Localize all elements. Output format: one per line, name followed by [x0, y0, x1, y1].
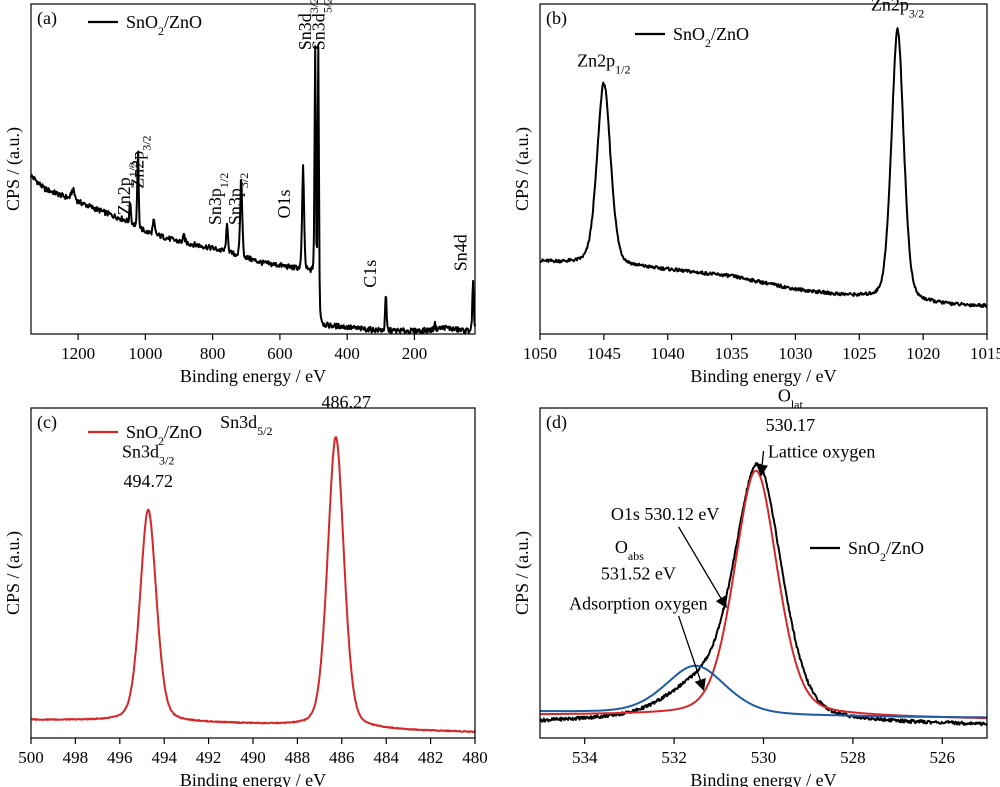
panel-label: (d)	[546, 412, 567, 433]
legend-label: SnO2/ZnO	[126, 422, 202, 448]
peak-label: Sn4d	[451, 234, 471, 271]
peak-label: Zn2p1/2	[114, 162, 140, 215]
peak-label: O1s 530.12 eV	[611, 504, 720, 524]
x-tick-label: 490	[240, 748, 266, 767]
x-tick-label: 500	[18, 748, 44, 767]
peak-label: Zn2p1/2	[577, 51, 630, 77]
adsorption-oxygen-arrow	[677, 615, 706, 691]
peak-label: 494.72	[123, 471, 173, 491]
x-tick-label: 482	[418, 748, 444, 767]
peak-label: Oabs	[615, 537, 644, 563]
x-tick-label: 484	[373, 748, 399, 767]
x-axis-title: Binding energy / eV	[180, 366, 326, 386]
series-line-3	[539, 664, 988, 719]
x-tick-label: 1045	[587, 344, 621, 363]
x-tick-label: 1020	[906, 344, 940, 363]
x-tick-label: 1030	[778, 344, 812, 363]
x-axis-title: Binding energy / eV	[180, 770, 326, 787]
x-tick-label: 534	[572, 748, 598, 767]
peak-label: Sn3d3/2	[122, 442, 174, 468]
x-tick-label: 496	[107, 748, 133, 767]
lattice-oxygen-arrow	[756, 450, 768, 477]
peak-label: Zn2p3/2	[128, 135, 154, 188]
y-axis-title: CPS / (a.u.)	[512, 127, 533, 211]
o1s-arrow	[678, 526, 727, 609]
x-axis-title: Binding energy / eV	[690, 366, 836, 386]
x-tick-label: 486	[329, 748, 355, 767]
peak-label: Sn3p3/2	[225, 173, 251, 225]
peak-label: Adsorption oxygen	[569, 593, 708, 613]
legend-label: SnO2/ZnO	[126, 12, 202, 38]
x-tick-label: 1035	[715, 344, 749, 363]
x-tick-label: 1200	[61, 344, 95, 363]
peak-label: Sn3d5/2	[309, 0, 335, 50]
peak-label: Lattice oxygen	[768, 442, 875, 462]
x-tick-label: 528	[840, 748, 866, 767]
peak-label: O1s	[274, 189, 294, 218]
x-tick-label: 526	[930, 748, 956, 767]
peak-label: C1s	[360, 260, 380, 288]
panel-1: 1200 1000 800 600 400 200 Binding energy / eV C…	[3, 0, 476, 386]
x-tick-label: 480	[462, 748, 488, 767]
plot-frame	[539, 3, 988, 335]
plot-frame	[30, 407, 476, 739]
peak-label: Sn3p1/2	[205, 173, 231, 225]
x-tick-label: 600	[267, 344, 293, 363]
series-line-1	[30, 436, 476, 734]
x-tick-label: 1000	[128, 344, 162, 363]
arrows	[677, 450, 768, 691]
peak-label: 486.27	[321, 392, 371, 412]
x-axis-title: Binding energy / eV	[690, 770, 836, 787]
panel-3: 500 498 496 494 492 490 488 486 484 482 480 Binding…	[3, 392, 488, 787]
panel-label: (b)	[546, 8, 567, 29]
peak-label: Sn3d3/2	[295, 0, 321, 50]
x-tick-label: 1050	[523, 344, 557, 363]
x-tick-label: 488	[285, 748, 311, 767]
x-tick-label: 1025	[842, 344, 876, 363]
x-tick-label: 492	[196, 748, 222, 767]
x-tick-label: 498	[63, 748, 89, 767]
y-axis-title: CPS / (a.u.)	[3, 127, 24, 211]
x-tick-label: 494	[151, 748, 177, 767]
peak-label: Sn3d5/2	[220, 412, 272, 438]
x-tick-label: 800	[200, 344, 226, 363]
peak-label: 530.17	[766, 415, 816, 435]
panel-label: (a)	[37, 8, 57, 29]
x-tick-label: 200	[402, 344, 428, 363]
x-tick-label: 532	[661, 748, 687, 767]
panel-4: 534 532 530 528 526 Binding energy / eV CPS / …	[512, 385, 988, 787]
legend-label: SnO2/ZnO	[673, 24, 749, 50]
y-axis-title: CPS / (a.u.)	[512, 531, 533, 615]
peak-label: Olat	[778, 385, 804, 411]
x-tick-label: 400	[334, 344, 360, 363]
plot-frame	[30, 3, 476, 335]
x-tick-label: 1040	[651, 344, 685, 363]
panel-label: (c)	[37, 412, 57, 433]
panel-2: 1050 1045 1040 1035 1030 1025 1020 1015 Binding …	[512, 0, 1000, 386]
series-line-1	[539, 27, 988, 309]
x-tick-label: 1015	[970, 344, 1000, 363]
x-tick-label: 530	[751, 748, 777, 767]
peak-label: Zn2p3/2	[871, 0, 924, 21]
y-axis-title: CPS / (a.u.)	[3, 531, 24, 615]
series-line-1	[30, 45, 476, 335]
legend-label: SnO2/ZnO	[848, 538, 924, 564]
peak-label: 531.52 eV	[601, 564, 676, 584]
